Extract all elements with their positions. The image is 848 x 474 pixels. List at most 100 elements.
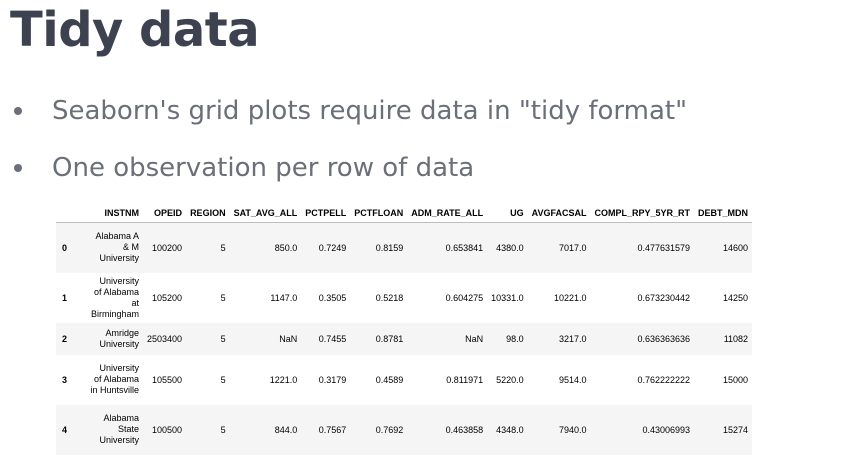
- institution-name-line: of Alabama: [93, 286, 140, 297]
- row-index: 4: [62, 424, 68, 435]
- row-index: 3: [62, 374, 68, 385]
- table-cell: 850.0: [274, 242, 298, 253]
- table-header-row: INSTNM OPEID REGION SAT_AVG_ALL PCTPELL PCTFL…: [56, 203, 753, 223]
- table-cell: 9514.0: [558, 374, 587, 385]
- table-cell: 105500: [152, 374, 183, 385]
- table-cell: 5: [220, 333, 226, 344]
- table-cell: 0.8159: [375, 242, 404, 253]
- column-header: AVGFACSAL: [527, 203, 591, 223]
- slide-title: Tidy data: [10, 2, 260, 58]
- institution-name-cell: Alabama A & M University: [71, 223, 143, 273]
- table-cell: 0.43006993: [642, 424, 691, 435]
- institution-name-line: State: [118, 424, 140, 434]
- institution-name-cell: Alabama State University: [71, 405, 143, 455]
- table-cell: 11082: [723, 333, 749, 344]
- bullet-text: One observation per row of data: [52, 153, 475, 183]
- table-cell: 98.0: [506, 333, 524, 344]
- column-header: [56, 203, 72, 223]
- table-cell: 0.4589: [375, 374, 404, 385]
- column-header: COMPL_RPY_5YR_RT: [590, 203, 695, 223]
- column-header: DEBT_MDN: [694, 203, 753, 223]
- institution-name-line: Birmingham: [91, 308, 140, 319]
- table-cell: 1147.0: [270, 292, 298, 303]
- institution-name-line: Alabama: [103, 413, 140, 423]
- institution-name-line: Amridge: [105, 327, 140, 338]
- bullet-dot-icon: [14, 107, 22, 115]
- table-cell: 1221.0: [269, 374, 298, 385]
- table-cell: 2503400: [147, 333, 183, 344]
- table-cell: 0.653841: [445, 242, 484, 253]
- column-header: PCTPELL: [301, 203, 351, 223]
- table-cell: 100200: [152, 242, 183, 253]
- institution-name-line: Alabama A: [95, 231, 140, 242]
- table-cell: 105200: [152, 292, 183, 303]
- table-cell: 7940.0: [558, 424, 587, 435]
- bullet-list: Seaborn's grid plots require data in "ti…: [12, 92, 687, 187]
- table-cell: 5: [220, 242, 226, 253]
- table-cell: 0.7567: [318, 424, 347, 435]
- row-index: 1: [62, 292, 68, 303]
- institution-name-cell: University of Alabama in Huntsville: [71, 355, 143, 405]
- table-row: 0 Alabama A & M University 100200 5 850.0 0.724…: [56, 222, 753, 273]
- institution-name-line: & M: [123, 242, 140, 253]
- table-cell: 0.673230442: [637, 292, 691, 303]
- column-header: PCTFLOAN: [350, 203, 408, 223]
- institution-name-line: University: [99, 253, 140, 264]
- bullet-dot-icon: [14, 164, 22, 172]
- table-cell: 10221.0: [553, 292, 587, 303]
- table-cell: 14250: [723, 292, 749, 303]
- table-cell: 0.636363636: [637, 333, 691, 344]
- table-cell: 7017.0: [558, 242, 587, 253]
- institution-name-line: of Alabama: [93, 374, 140, 384]
- column-header: OPEID: [143, 203, 187, 223]
- table-cell: 0.7692: [375, 424, 404, 435]
- table-cell: 14600: [723, 242, 749, 253]
- table-cell: 0.463858: [445, 424, 484, 435]
- table-cell: 0.5218: [375, 292, 404, 303]
- table-row: 1 University of Alabama at Birmingham 105200 5…: [56, 273, 752, 323]
- bullet-text: Seaborn's grid plots require data in "ti…: [52, 96, 688, 126]
- bullet-item: Seaborn's grid plots require data in "ti…: [12, 92, 687, 130]
- table-cell: 10331.0: [491, 292, 524, 303]
- table-cell: 844.0: [274, 424, 298, 435]
- table-cell: NaN: [279, 333, 298, 344]
- institution-name-line: University: [99, 338, 140, 349]
- table-cell: 0.8781: [375, 333, 404, 344]
- table-cell: 0.762222222: [637, 374, 691, 385]
- table-cell: 0.7455: [318, 333, 347, 344]
- table-body: 0 Alabama A & M University 100200 5 850.0 0.724…: [56, 222, 753, 455]
- column-header: SAT_AVG_ALL: [229, 203, 302, 223]
- institution-name-line: in Huntsville: [90, 385, 140, 395]
- dataframe-table-container: INSTNM OPEID REGION SAT_AVG_ALL PCTPELL PCTFL…: [56, 203, 753, 455]
- table-cell: 15274: [723, 424, 749, 435]
- dataframe-table: INSTNM OPEID REGION SAT_AVG_ALL PCTPELL PCTFL…: [56, 203, 753, 455]
- table-cell: 0.604275: [445, 292, 484, 303]
- table-cell: 0.3505: [318, 292, 347, 303]
- column-header: INSTNM: [71, 203, 144, 223]
- bullet-item: One observation per row of data: [12, 149, 687, 187]
- table-cell: 5: [220, 424, 226, 435]
- table-row: 2 Amridge University 2503400 5 NaN 0.7455 0.878…: [56, 322, 753, 355]
- table-cell: 3217.0: [558, 333, 587, 344]
- column-header: UG: [487, 203, 528, 223]
- table-cell: 4380.0: [496, 242, 524, 253]
- institution-name-line: University: [99, 363, 140, 373]
- institution-name-cell: Amridge University: [71, 323, 143, 355]
- table-cell: 5220.0: [496, 374, 524, 385]
- table-cell: 5: [220, 292, 226, 303]
- table-cell: 0.3179: [318, 374, 347, 385]
- table-row: 3 University of Alabama in Huntsville 105500…: [56, 355, 752, 405]
- column-header: ADM_RATE_ALL: [407, 203, 488, 223]
- table-cell: NaN: [465, 333, 484, 344]
- row-index: 0: [62, 242, 68, 253]
- table-cell: 0.7249: [318, 242, 347, 253]
- column-header: REGION: [186, 203, 230, 223]
- table-cell: 15000: [723, 374, 749, 385]
- institution-name-cell: University of Alabama at Birmingham: [71, 273, 143, 323]
- table-cell: 0.811971: [446, 374, 484, 385]
- row-index: 2: [62, 333, 68, 344]
- table-cell: 100500: [152, 424, 183, 435]
- institution-name-line: University: [99, 435, 140, 445]
- table-cell: 4348.0: [496, 424, 524, 435]
- institution-name-line: at: [131, 297, 140, 308]
